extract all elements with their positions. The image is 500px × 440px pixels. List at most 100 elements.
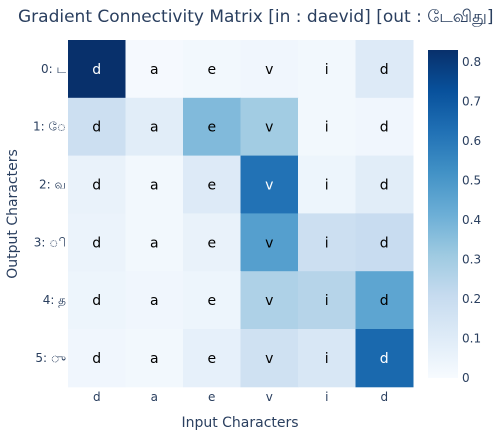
heatmap-cell	[68, 213, 126, 272]
heatmap-cell	[355, 271, 414, 330]
heatmap-cell	[355, 329, 414, 388]
cell-label: d	[92, 235, 101, 251]
heatmap-cell	[183, 155, 241, 214]
colorbar-tick-label: 0	[462, 371, 470, 385]
heatmap-cell	[355, 213, 414, 272]
cell-label: e	[207, 351, 216, 367]
heatmap-cell	[183, 213, 241, 272]
heatmap-cell	[240, 271, 299, 330]
colorbar-tick-label: 0.5	[462, 173, 481, 187]
cell-label: d	[380, 293, 389, 309]
cell-label: v	[265, 293, 273, 309]
cell-label: d	[380, 120, 389, 136]
heatmap-cell	[298, 97, 356, 157]
heatmap-cell	[298, 155, 356, 214]
heatmap-cell	[183, 40, 241, 99]
y-tick-label: 1: ே	[33, 120, 66, 134]
colorbar-ticks: 0 0.1 0.2 0.3 0.4 0.5 0.6 0.7 0.8	[462, 55, 481, 385]
x-tick-label: v	[266, 390, 273, 404]
heatmap-cell	[68, 40, 126, 99]
cell-label: e	[207, 178, 216, 194]
cell-label: a	[150, 178, 159, 194]
cell-label: a	[150, 293, 159, 309]
heatmap-cell	[298, 213, 356, 272]
heatmap-cells: d a e v i d d a e v i d d a e v i d d a e v i d d a e v i d d a e v i d	[68, 40, 414, 388]
colorbar-tick-label: 0.7	[462, 94, 481, 108]
cell-label: i	[325, 62, 329, 78]
x-tick-label: d	[93, 390, 101, 404]
heatmap-cell	[68, 97, 126, 157]
y-axis-title: Output Characters	[5, 149, 21, 279]
cell-label: v	[265, 62, 273, 78]
cell-label: a	[150, 120, 159, 136]
colorbar-tick-label: 0.2	[462, 292, 481, 306]
cell-label: d	[380, 62, 389, 78]
cell-label: d	[380, 235, 389, 251]
heatmap-cell	[68, 329, 126, 388]
y-tick-label: 0: ட	[41, 62, 66, 76]
heatmap-cell	[68, 271, 126, 330]
heatmap-cell	[183, 329, 241, 388]
y-tick-label: 2: வ	[39, 178, 66, 192]
heatmap-cell	[240, 97, 299, 157]
heatmap-cell	[355, 97, 414, 157]
cell-label: v	[265, 235, 273, 251]
cell-label: i	[325, 351, 329, 367]
x-axis-title: Input Characters	[181, 415, 298, 431]
heatmap-cell	[298, 329, 356, 388]
colorbar-tick-label: 0.3	[462, 252, 481, 266]
cell-label: i	[325, 178, 329, 194]
colorbar	[428, 50, 458, 378]
heatmap-cell	[125, 97, 184, 157]
cell-label: e	[207, 293, 216, 309]
heatmap-cell	[240, 329, 299, 388]
colorbar-tick-label: 0.4	[462, 213, 481, 227]
cell-label: v	[265, 120, 273, 136]
cell-label: e	[207, 120, 216, 136]
cell-label: d	[92, 62, 101, 78]
heatmap-cell	[183, 97, 241, 157]
cell-label: a	[150, 62, 159, 78]
heatmap-cell	[125, 271, 184, 330]
heatmap-cell	[125, 40, 184, 99]
colorbar-tick-label: 0.1	[462, 331, 481, 345]
y-tick-label: 3: ி	[34, 235, 66, 249]
x-tick-label: e	[208, 390, 215, 404]
y-tick-label: 5: ு	[35, 351, 66, 365]
cell-label: d	[92, 293, 101, 309]
heatmap-cell	[125, 329, 184, 388]
cell-label: e	[207, 62, 216, 78]
cell-label: a	[150, 351, 159, 367]
heatmap-cell	[125, 155, 184, 214]
heatmap-cell	[240, 40, 299, 99]
cell-label: d	[92, 120, 101, 136]
heatmap-cell	[240, 213, 299, 272]
cell-label: i	[325, 235, 329, 251]
heatmap-cell	[183, 271, 241, 330]
cell-label: d	[92, 351, 101, 367]
y-tick-label: 4: த	[43, 293, 66, 307]
x-tick-label: i	[325, 390, 328, 404]
heatmap-cell	[355, 155, 414, 214]
heatmap-cell	[125, 213, 184, 272]
x-tick-label: a	[151, 390, 158, 404]
cell-label: a	[150, 235, 159, 251]
heatmap-cell	[298, 271, 356, 330]
x-tick-label: d	[380, 390, 388, 404]
cell-label: v	[265, 178, 273, 194]
cell-label: d	[380, 178, 389, 194]
y-axis-ticks: 0: ட 1: ே 2: வ 3: ி 4: த 5: ு	[33, 62, 66, 365]
heatmap-cell	[355, 40, 414, 99]
cell-label: e	[207, 235, 216, 251]
cell-label: d	[380, 351, 389, 367]
chart-title: Gradient Connectivity Matrix [in : daevi…	[18, 7, 494, 27]
colorbar-tick-label: 0.8	[462, 55, 481, 69]
heatmap-cell	[298, 40, 356, 99]
cell-label: i	[325, 120, 329, 136]
heatmap-cell	[68, 155, 126, 214]
cell-label: v	[265, 351, 273, 367]
colorbar-tick-label: 0.6	[462, 134, 481, 148]
cell-label: i	[325, 293, 329, 309]
